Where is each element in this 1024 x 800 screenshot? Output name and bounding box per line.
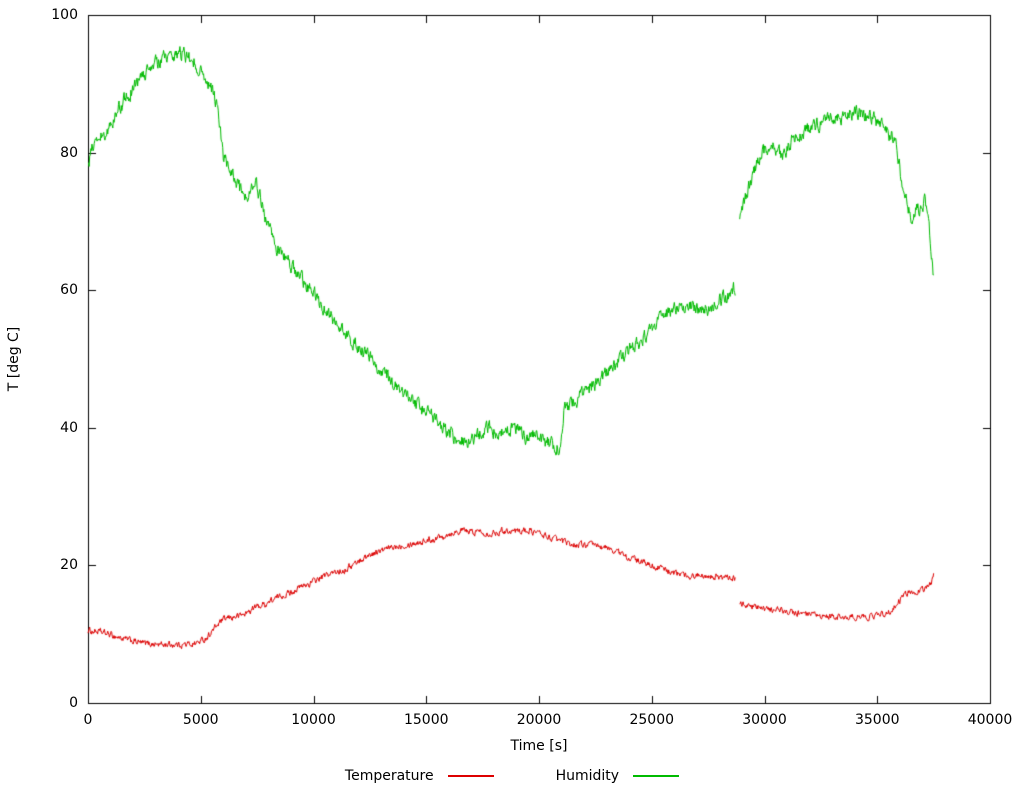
legend: Temperature Humidity <box>0 768 1024 784</box>
y-tick-label: 20 <box>60 557 78 574</box>
x-tick-label: 15000 <box>403 712 449 728</box>
legend-label-temperature: Temperature <box>344 768 434 784</box>
legend-item-temperature: Temperature <box>345 768 494 784</box>
legend-label-humidity: Humidity <box>555 768 620 784</box>
y-tick-label: 0 <box>69 695 78 711</box>
y-tick-label: 40 <box>60 419 78 436</box>
x-tick-label: 30000 <box>742 712 787 728</box>
y-axis-title: T [deg C] <box>6 326 22 392</box>
x-tick-label: 10000 <box>291 712 336 728</box>
legend-item-humidity: Humidity <box>555 768 680 784</box>
x-tick-label: 20000 <box>516 712 562 728</box>
y-tick-label: 60 <box>60 282 78 299</box>
x-tick-label: 5000 <box>182 712 219 728</box>
x-tick-label: 35000 <box>854 712 900 728</box>
temperature-line-swatch <box>447 775 494 777</box>
x-tick-label: 25000 <box>629 712 675 728</box>
y-tick-label: 80 <box>60 144 78 161</box>
y-tick-label: 100 <box>51 7 78 23</box>
humidity-line-swatch <box>633 775 680 777</box>
x-tick-label: 40000 <box>967 712 1013 728</box>
x-axis-title: Time [s] <box>510 738 568 754</box>
x-tick-label: 0 <box>83 712 93 728</box>
